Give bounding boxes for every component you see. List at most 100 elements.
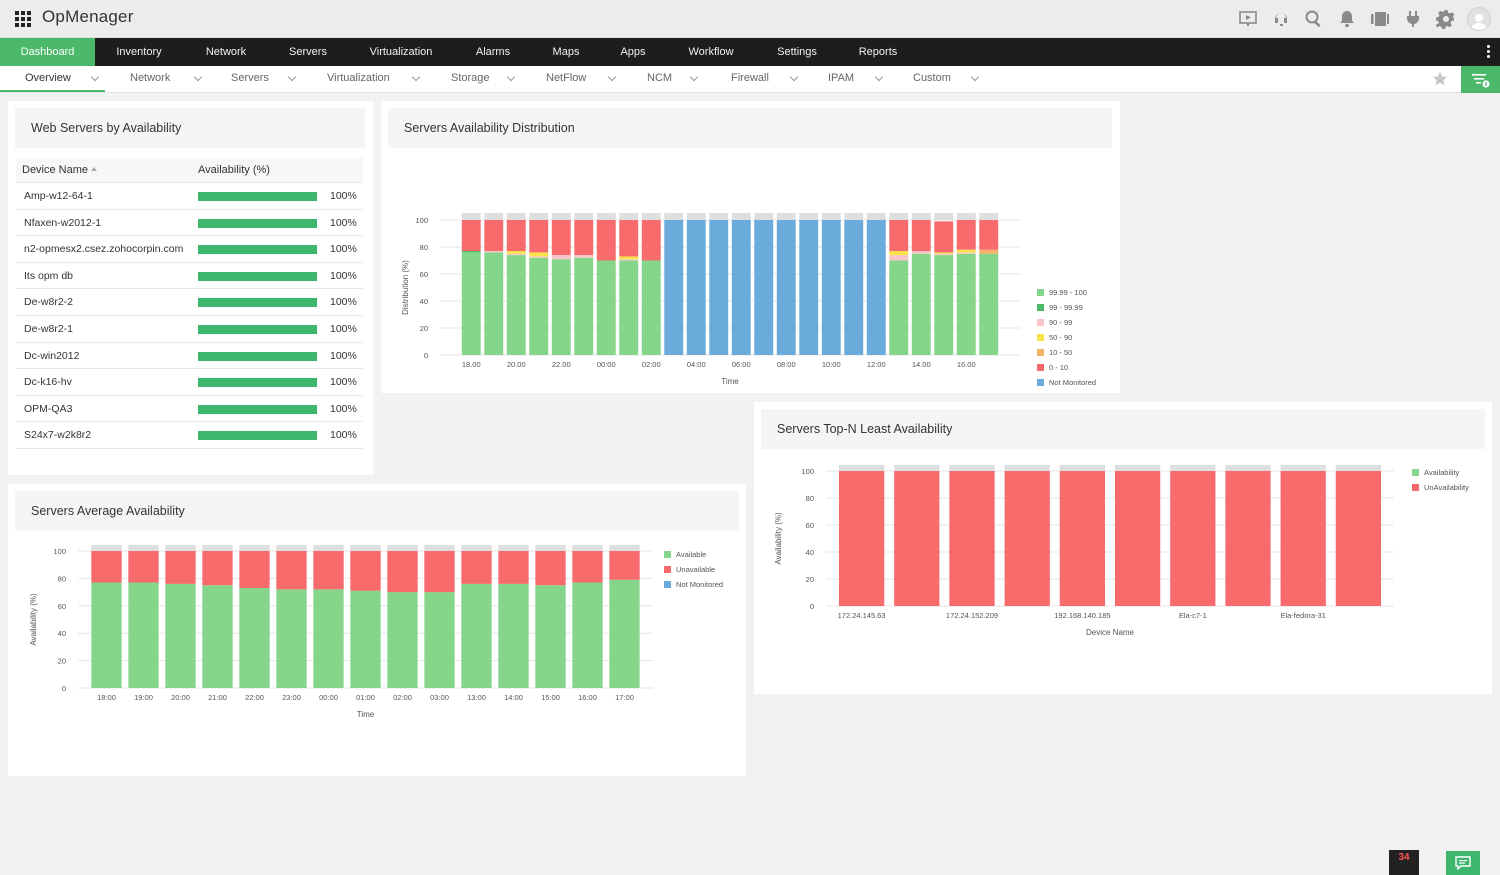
nav-workflow[interactable]: Workflow — [688, 46, 734, 58]
device-name[interactable]: S24x7-w2k8r2 — [24, 429, 92, 442]
main-nav: Dashboard Inventory Network Servers Virt… — [0, 38, 1500, 66]
y-tick-label: 80 — [806, 494, 814, 503]
filter-button[interactable] — [1461, 66, 1500, 93]
bar-segment — [574, 255, 594, 258]
chevron-down-icon[interactable] — [689, 72, 699, 82]
plug-icon[interactable] — [1400, 6, 1426, 32]
bar-segment — [128, 551, 159, 583]
x-tick-label: 14.00 — [912, 360, 931, 369]
table-row[interactable]: S24x7-w2k8r2 100% — [16, 422, 363, 449]
subnav-storage[interactable]: Storage — [451, 72, 490, 84]
subnav-servers[interactable]: Servers — [231, 72, 269, 84]
table-row[interactable]: OPM-QA3 100% — [16, 396, 363, 423]
user-icon[interactable] — [1466, 6, 1492, 32]
device-name[interactable]: De-w8r2-1 — [24, 322, 74, 335]
chevron-down-icon[interactable] — [411, 72, 421, 82]
x-tick-label: 06:00 — [732, 360, 751, 369]
nav-maps[interactable]: Maps — [552, 46, 580, 58]
nav-network[interactable]: Network — [205, 46, 247, 58]
bar-segment — [574, 220, 594, 256]
table-row[interactable]: Dc-win2012 100% — [16, 343, 363, 370]
table-row[interactable]: n2-opmesx2.csez.zohocorpin.com 100% — [16, 236, 363, 263]
bar-cap — [619, 213, 639, 220]
bar-cap — [128, 545, 159, 551]
chevron-down-icon[interactable] — [193, 72, 203, 82]
bar-segment — [202, 551, 233, 586]
nav-apps[interactable]: Apps — [620, 46, 646, 58]
subnav-netflow[interactable]: NetFlow — [546, 72, 587, 84]
availability-value: 100% — [330, 349, 357, 362]
bar-segment — [535, 585, 566, 688]
chevron-down-icon[interactable] — [970, 72, 980, 82]
bar-cap — [731, 213, 751, 220]
nav-inventory[interactable]: Inventory — [116, 46, 162, 58]
nav-servers[interactable]: Servers — [289, 46, 327, 58]
nav-reports[interactable]: Reports — [858, 46, 898, 58]
table-row[interactable]: Amp-w12-64-1 100% — [16, 183, 363, 210]
avatar[interactable] — [1467, 7, 1491, 31]
legend-swatch — [1037, 289, 1044, 296]
chevron-down-icon[interactable] — [789, 72, 799, 82]
chat-button[interactable] — [1446, 851, 1480, 875]
alarm-count-badge[interactable]: 34 — [1389, 850, 1419, 875]
nav-alarms[interactable]: Alarms — [475, 46, 511, 58]
table-row[interactable]: De-w8r2-2 100% — [16, 289, 363, 316]
device-name[interactable]: Nfaxen-w2012-1 — [24, 216, 102, 229]
sort-icon[interactable] — [91, 167, 98, 171]
legend-swatch — [1037, 319, 1044, 326]
y-tick-label: 60 — [420, 270, 428, 279]
bar-segment — [709, 220, 729, 355]
bar-segment — [934, 253, 954, 256]
favorite-star-icon[interactable] — [1432, 71, 1448, 87]
chevron-down-icon[interactable] — [874, 72, 884, 82]
x-tick-label: 08:00 — [777, 360, 796, 369]
more-menu-icon[interactable] — [1487, 45, 1491, 59]
subnav-virtualization[interactable]: Virtualization — [327, 72, 390, 84]
device-name[interactable]: Dc-k16-hv — [24, 376, 72, 389]
presentation-icon[interactable] — [1235, 6, 1261, 32]
support-icon[interactable] — [1268, 6, 1294, 32]
column-device-name[interactable]: Device Name — [22, 164, 98, 176]
bar-segment — [956, 220, 976, 250]
chevron-down-icon[interactable] — [506, 72, 516, 82]
widget-title: Servers Availability Distribution — [388, 108, 1112, 148]
bar-segment — [529, 252, 549, 257]
nav-virtualization[interactable]: Virtualization — [369, 46, 433, 58]
device-name[interactable]: n2-opmesx2.csez.zohocorpin.com — [24, 243, 184, 256]
device-name[interactable]: Amp-w12-64-1 — [24, 190, 93, 202]
subnav-overview[interactable]: Overview — [0, 66, 105, 92]
column-device-name-label: Device Name — [22, 164, 89, 176]
subnav-ipam[interactable]: IPAM — [828, 72, 855, 84]
chevron-down-icon[interactable] — [287, 72, 297, 82]
x-tick-label: 21:00 — [208, 693, 227, 702]
bar-segment — [889, 251, 909, 256]
gear-icon[interactable] — [1433, 6, 1459, 32]
availability-value: 100% — [330, 269, 357, 282]
device-name[interactable]: Its opm db — [24, 269, 74, 282]
chevron-down-icon[interactable] — [607, 72, 617, 82]
apps-grid-icon[interactable] — [15, 11, 31, 27]
x-tick-label: 172.24.145.63 — [838, 611, 886, 620]
availability-value: 100% — [330, 243, 357, 256]
search-icon[interactable] — [1301, 6, 1327, 32]
table-row[interactable]: Nfaxen-w2012-1 100% — [16, 210, 363, 237]
subnav-network[interactable]: Network — [130, 72, 171, 84]
device-name[interactable]: OPM-QA3 — [24, 402, 73, 415]
widget-title: Servers Average Availability — [15, 491, 739, 531]
table-row[interactable]: Its opm db 100% — [16, 263, 363, 290]
table-row[interactable]: Dc-k16-hv 100% — [16, 369, 363, 396]
device-icon[interactable] — [1367, 6, 1393, 32]
table-row[interactable]: De-w8r2-1 100% — [16, 316, 363, 343]
subnav-custom[interactable]: Custom — [913, 72, 951, 84]
nav-settings[interactable]: Settings — [777, 46, 817, 58]
device-name[interactable]: Dc-win2012 — [24, 349, 80, 362]
bar-segment — [506, 253, 526, 256]
nav-dashboard[interactable]: Dashboard — [0, 38, 95, 66]
device-name[interactable]: De-w8r2-2 — [24, 296, 74, 309]
column-availability: Availability (%) — [198, 164, 270, 176]
bar-segment — [596, 220, 616, 261]
bell-icon[interactable] — [1334, 6, 1360, 32]
table-header: Device Name Availability (%) — [16, 158, 363, 183]
subnav-firewall[interactable]: Firewall — [731, 72, 769, 84]
subnav-ncm[interactable]: NCM — [647, 72, 673, 84]
